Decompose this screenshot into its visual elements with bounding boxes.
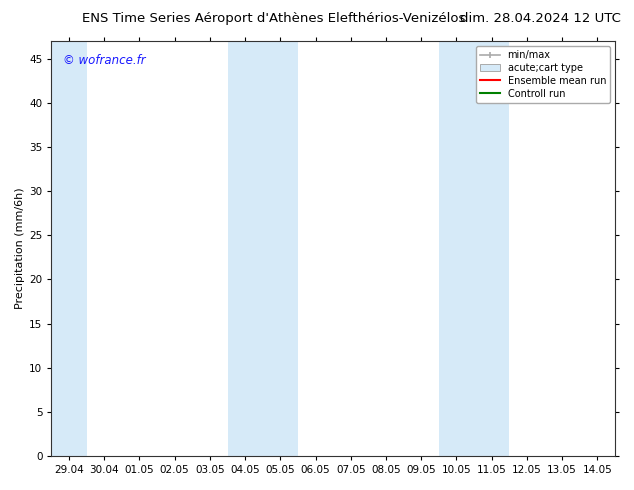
Text: © wofrance.fr: © wofrance.fr bbox=[63, 54, 145, 67]
Legend: min/max, acute;cart type, Ensemble mean run, Controll run: min/max, acute;cart type, Ensemble mean … bbox=[477, 46, 610, 102]
Bar bbox=[228, 41, 298, 456]
Bar bbox=[51, 41, 87, 456]
Text: ENS Time Series Aéroport d'Athènes Elefthérios-Venizélos: ENS Time Series Aéroport d'Athènes Eleft… bbox=[82, 12, 466, 25]
Y-axis label: Precipitation (mm/6h): Precipitation (mm/6h) bbox=[15, 188, 25, 309]
Text: dim. 28.04.2024 12 UTC: dim. 28.04.2024 12 UTC bbox=[460, 12, 621, 25]
Bar bbox=[439, 41, 509, 456]
